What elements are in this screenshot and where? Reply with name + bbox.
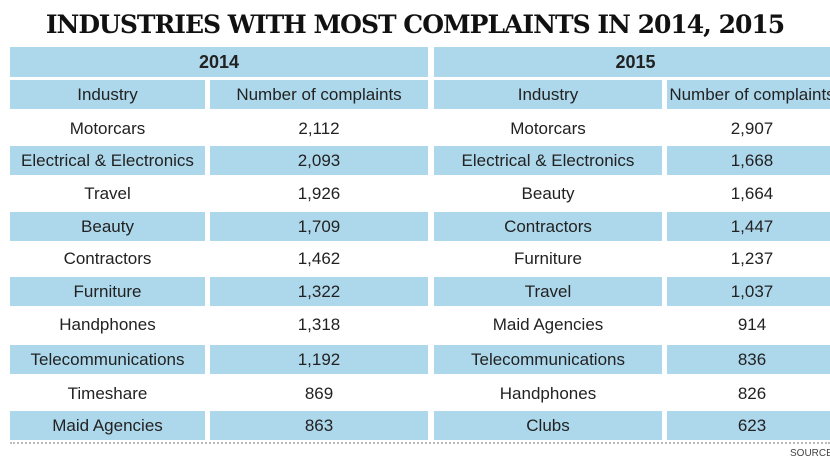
industry-name: Motorcars: [69, 118, 146, 138]
industry-name: Contractors: [63, 248, 152, 268]
column-header: Number of complaints: [210, 80, 428, 109]
complaint-count: 2,907: [730, 118, 774, 138]
industry-name: Motorcars: [510, 118, 586, 138]
industry-name: Telecommunications: [10, 345, 205, 374]
complaint-count: 826: [737, 383, 767, 403]
title: INDUSTRIES WITH MOST COMPLAINTS IN 2014,…: [45, 10, 785, 39]
industry-name: Electrical & Electronics: [434, 146, 662, 175]
industry-name: Maid Agencies: [492, 314, 604, 334]
column-header: Industry: [434, 80, 662, 109]
industry-name: Contractors: [434, 212, 662, 241]
complaint-count: 1,709: [210, 212, 428, 241]
industry-name: Furniture: [513, 248, 583, 268]
complaint-count: 2,093: [210, 146, 428, 175]
complaint-count: 863: [210, 411, 428, 440]
complaint-count: 1,237: [730, 248, 774, 268]
industry-name: Travel: [434, 277, 662, 306]
complaint-count: 2,112: [298, 118, 340, 138]
complaint-count: 1,668: [667, 146, 830, 175]
source: SOURCE: [790, 448, 830, 459]
complaint-count: 1,926: [297, 183, 341, 203]
complaint-count: 1,322: [210, 277, 428, 306]
complaint-count: 1,447: [667, 212, 830, 241]
industry-name: Beauty: [10, 212, 205, 241]
complaint-count: 1,318: [297, 314, 341, 334]
complaint-count: 1,037: [667, 277, 830, 306]
complaint-count: 1,462: [297, 248, 341, 268]
column-header: Industry: [10, 80, 205, 109]
industry-name: Handphones: [59, 314, 156, 334]
industry-name: Telecommunications: [434, 345, 662, 374]
column-header: Number of complaints: [667, 80, 830, 109]
industry-name: Travel: [84, 183, 131, 203]
industry-name: Furniture: [10, 277, 205, 306]
industry-name: Handphones: [499, 383, 597, 403]
year-header: 2014: [10, 47, 428, 77]
complaint-count: 869: [304, 383, 334, 403]
year-header: 2015: [434, 47, 830, 77]
complaint-count: 914: [737, 314, 767, 334]
complaint-count: 1,192: [210, 345, 428, 374]
industry-name: Timeshare: [67, 383, 148, 403]
industry-name: Beauty: [521, 183, 575, 203]
industry-name: Clubs: [434, 411, 662, 440]
industry-name: Electrical & Electronics: [10, 146, 205, 175]
complaint-count: 1,664: [730, 183, 774, 203]
complaint-count: 836: [667, 345, 830, 374]
divider: [10, 442, 830, 444]
complaint-count: 623: [667, 411, 830, 440]
industry-name: Maid Agencies: [10, 411, 205, 440]
